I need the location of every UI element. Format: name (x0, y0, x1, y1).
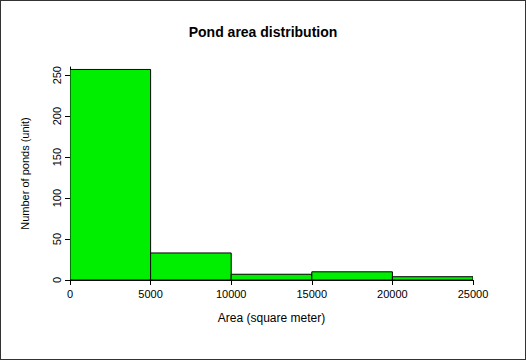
svg-text:20000: 20000 (377, 288, 408, 300)
svg-text:250: 250 (51, 66, 63, 84)
svg-text:25000: 25000 (458, 288, 489, 300)
svg-text:Pond area distribution: Pond area distribution (189, 24, 338, 40)
svg-text:Number of ponds (unit): Number of ponds (unit) (19, 117, 31, 230)
svg-text:5000: 5000 (138, 288, 162, 300)
svg-text:0: 0 (67, 288, 73, 300)
svg-text:100: 100 (51, 189, 63, 207)
svg-text:200: 200 (51, 107, 63, 125)
svg-text:150: 150 (51, 148, 63, 166)
svg-text:0: 0 (51, 277, 63, 283)
svg-text:10000: 10000 (216, 288, 247, 300)
svg-text:50: 50 (51, 233, 63, 245)
svg-text:Area (square meter): Area (square meter) (218, 311, 325, 325)
svg-text:15000: 15000 (297, 288, 328, 300)
